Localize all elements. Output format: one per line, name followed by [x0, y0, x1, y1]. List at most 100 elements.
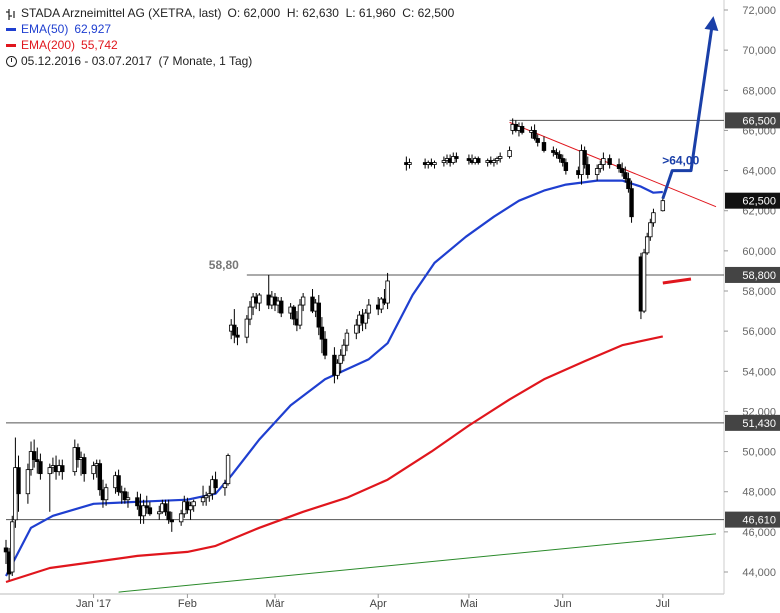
- ohlc-icon: [6, 8, 16, 20]
- candle-body: [28, 451, 34, 471]
- legend-title: STADA Arzneimittel AG (XETRA, last): [21, 6, 222, 20]
- candle-body: [641, 252, 647, 312]
- candle-body: [291, 306, 296, 320]
- candle-body: [122, 491, 128, 501]
- candle-body: [494, 158, 500, 161]
- legend-period: 05.12.2016 - 03.07.2017 (7 Monate, 1 Tag…: [21, 54, 253, 68]
- candle-body: [244, 318, 250, 338]
- candle-body: [476, 158, 481, 163]
- candle-body: [163, 503, 168, 513]
- ema50-swatch: [6, 27, 16, 31]
- candle-body: [551, 150, 556, 153]
- candle-body: [535, 138, 540, 143]
- clock-icon: [6, 55, 17, 67]
- level-price-label: 58,800: [742, 270, 776, 282]
- candle-body: [560, 158, 565, 163]
- candle-body: [257, 294, 262, 304]
- legend-ema200-value: 55,742: [81, 38, 118, 52]
- y-tick-label: 58,000: [742, 286, 776, 298]
- candle-body: [619, 168, 625, 173]
- candle-body: [116, 475, 121, 493]
- candle-body: [432, 162, 437, 165]
- y-tick-label: 54,000: [742, 366, 776, 378]
- candle-body: [35, 459, 40, 463]
- legend-ema200-label: EMA(200): [21, 38, 76, 52]
- candle-body: [616, 164, 622, 169]
- candle-body: [441, 160, 447, 163]
- target-marker: [662, 277, 692, 285]
- candle-body: [629, 188, 634, 218]
- candle-body: [607, 158, 612, 165]
- level-price-tag: [725, 414, 780, 431]
- chart-legend: STADA Arzneimittel AG (XETRA, last) O: 6…: [6, 5, 454, 69]
- y-tick-label: 64,000: [742, 166, 776, 178]
- legend-period-row: 05.12.2016 - 03.07.2017 (7 Monate, 1 Tag…: [6, 53, 454, 69]
- candle-body: [191, 501, 196, 507]
- candle-body: [594, 168, 600, 175]
- y-tick-label: 66,000: [742, 125, 776, 137]
- x-tick-label: Jul: [656, 598, 670, 610]
- y-tick-label: 44,000: [742, 567, 776, 579]
- candle-body: [222, 483, 228, 489]
- candle-body: [338, 354, 343, 364]
- projection-annotation: >64,00: [662, 154, 699, 168]
- support-trendline: [118, 533, 717, 593]
- candle-body: [135, 497, 140, 507]
- candle-body: [582, 150, 587, 165]
- x-tick-label: Mai: [460, 598, 478, 610]
- y-tick-label: 56,000: [742, 326, 776, 338]
- legend-ema50-label: EMA(50): [21, 22, 69, 36]
- x-tick-label: Apr: [370, 598, 387, 610]
- candle-body: [644, 236, 650, 254]
- legend-ema50-value: 62,927: [74, 22, 112, 36]
- candle-body: [213, 479, 218, 489]
- candle-body: [16, 467, 21, 495]
- level-price-tag: [725, 112, 780, 129]
- level-price-label: 46,610: [742, 515, 776, 527]
- legend-ema50-row: EMA(50) 62,927: [6, 21, 454, 37]
- candle-body: [598, 164, 603, 169]
- candle-body: [601, 158, 606, 165]
- candle-body: [178, 513, 184, 523]
- candle-body: [316, 302, 321, 328]
- legend-title-row: STADA Arzneimittel AG (XETRA, last) O: 6…: [6, 5, 454, 21]
- candle-body: [626, 178, 631, 190]
- candle-body: [91, 465, 96, 475]
- candle-body: [144, 505, 149, 509]
- ema50-line: [5, 179, 663, 577]
- candle-body: [166, 511, 171, 521]
- level-price-label: 66,500: [742, 115, 776, 127]
- candle-body: [379, 298, 384, 310]
- candle-body: [235, 334, 240, 338]
- candle-body: [279, 300, 284, 314]
- candle-body: [335, 362, 340, 376]
- candle-body: [75, 447, 81, 460]
- candle-body: [157, 511, 162, 515]
- level-price-tag: [725, 266, 780, 283]
- candle-body: [103, 487, 109, 501]
- level-price-tag: [725, 511, 780, 528]
- candle-body: [47, 467, 52, 475]
- candle-body: [125, 497, 131, 501]
- candle-body: [541, 142, 547, 151]
- candle-body: [247, 306, 253, 320]
- candle-body: [451, 156, 456, 163]
- candle-body: [188, 505, 193, 511]
- legend-ohlc: O: 62,000 H: 62,630 L: 61,960 C: 62,500: [227, 6, 455, 20]
- candle-body: [297, 304, 303, 326]
- candle-body: [557, 154, 562, 159]
- candle-body: [497, 156, 503, 159]
- candle-body: [300, 296, 306, 306]
- candle-body: [25, 469, 31, 495]
- candle-body: [660, 200, 666, 212]
- y-tick-label: 48,000: [742, 487, 776, 499]
- candle-body: [232, 324, 237, 336]
- candle-body: [319, 326, 325, 340]
- candle-body: [200, 497, 206, 503]
- candle-body: [60, 465, 65, 473]
- candle-body: [31, 451, 37, 461]
- legend-ema200-row: EMA(200) 55,742: [6, 37, 454, 53]
- candle-body: [491, 160, 497, 163]
- candle-body: [366, 304, 372, 314]
